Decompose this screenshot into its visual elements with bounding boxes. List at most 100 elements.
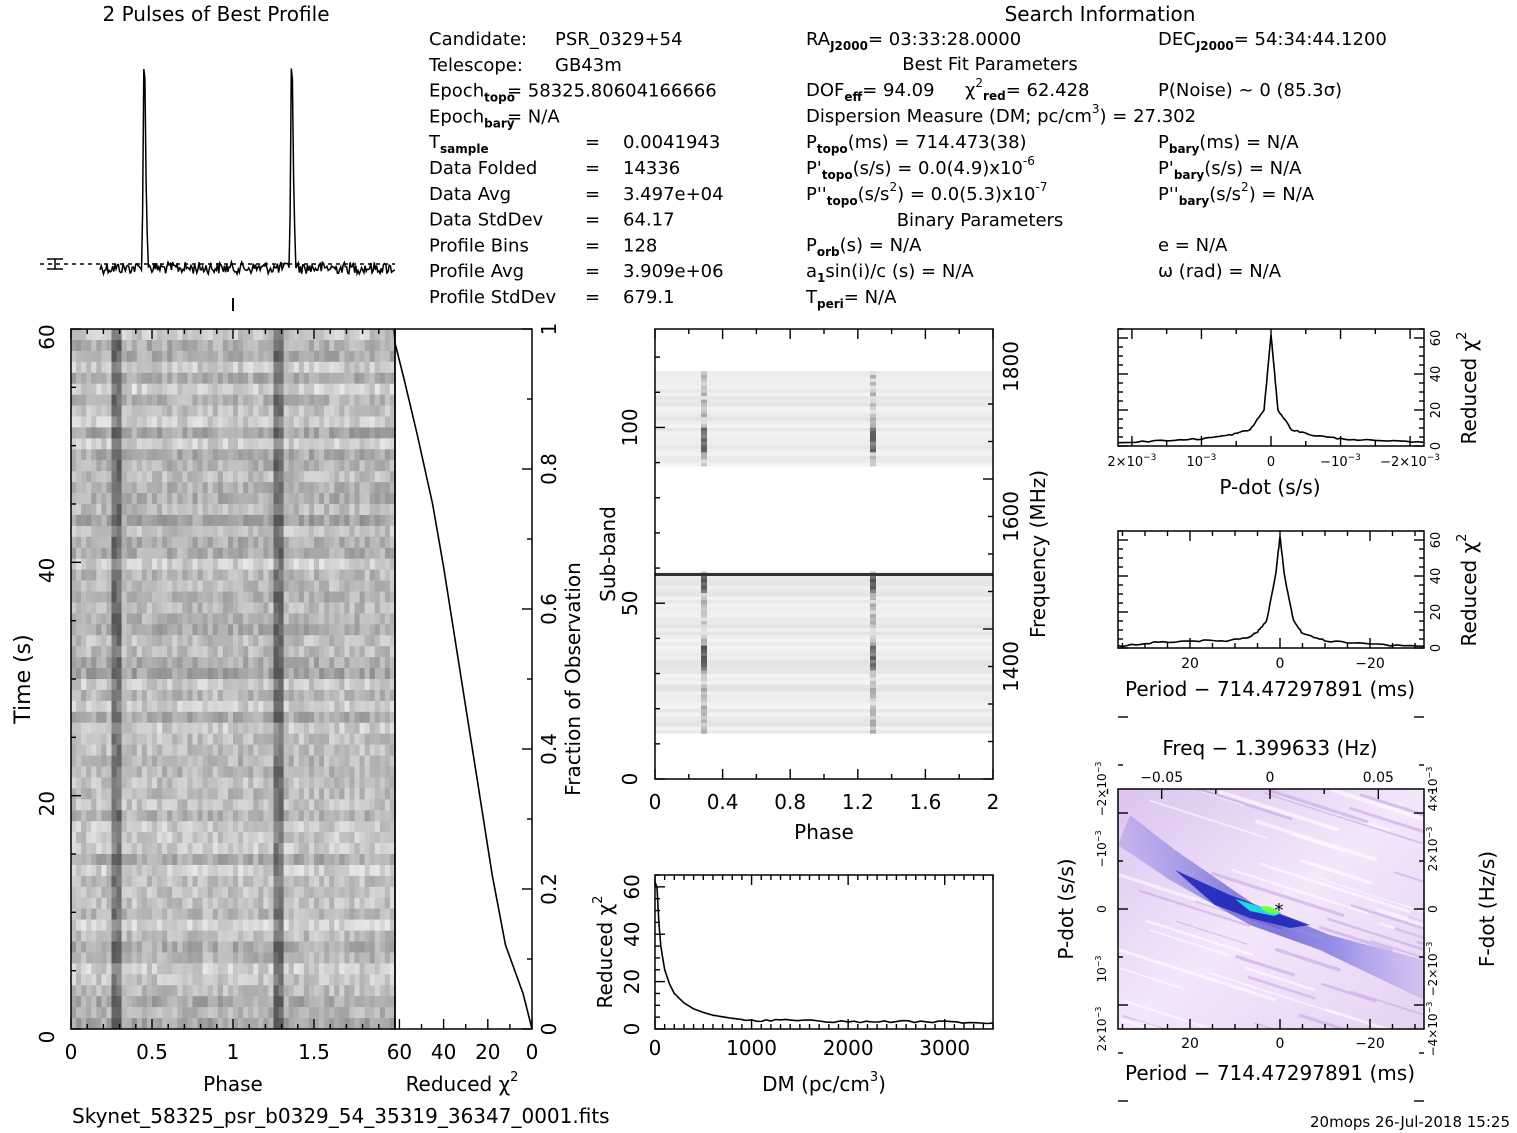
pdot-tick-0: 2×10−3 (1107, 453, 1156, 470)
phase-tick-0: 0 (65, 1040, 78, 1064)
pp-pdot-tick-3: −10−3 (1094, 830, 1109, 867)
pdot-x-label: P-dot (s/s) (1219, 475, 1320, 499)
redchi-tick-3: 0 (526, 1040, 539, 1064)
redchi-tick-0: 60 (387, 1040, 412, 1064)
ra-line: RAJ2000= 03:33:28.0000 (806, 29, 1021, 53)
profile-line (99, 68, 395, 277)
dm-y-label: Reduced χ2 (591, 896, 617, 1009)
fraction-tick-4: 0.8 (537, 453, 561, 485)
info-eq-6: = (585, 184, 600, 205)
ecc-line: e = N/A (1158, 235, 1228, 256)
info-eq-5: = (585, 158, 600, 179)
subband-tick-0: 0 (618, 773, 642, 786)
phase2-axis-label: Phase (794, 820, 854, 844)
info-eq-9: = (585, 261, 600, 282)
info-label-10: Profile StdDev (429, 287, 557, 308)
filename-label: Skynet_58325_psr_b0329_54_35319_36347_00… (72, 1104, 610, 1128)
pdbary-line: P'bary(s/s) = N/A (1158, 158, 1302, 182)
pp-period-tick-1: 0 (1276, 1036, 1285, 1052)
info-label-6: Data Avg (429, 184, 511, 205)
subband-tick-2: 100 (618, 408, 642, 446)
freq-top-tick-0: −0.05 (1140, 770, 1183, 786)
info-label-7: Data StdDev (429, 210, 544, 231)
redchi-tick-2: 20 (475, 1040, 500, 1064)
time-axis-label: Time (s) (11, 634, 36, 724)
info-eq-10: = (585, 287, 600, 308)
a1-line: a1sin(i)/c (s) = N/A (806, 261, 974, 285)
phase2-tick-5: 2 (987, 790, 1000, 814)
pp-period-tick-2: −20 (1355, 1036, 1385, 1052)
phase2-tick-3: 1.2 (842, 790, 874, 814)
fraction-tick-5: 1 (537, 323, 561, 336)
info-value-5: 14336 (623, 158, 680, 179)
info-value-0: PSR_0329+54 (555, 29, 683, 50)
period-chi-line (1117, 536, 1425, 648)
info-value-9: 3.909e+06 (623, 261, 724, 282)
phase2-tick-2: 0.8 (774, 790, 806, 814)
period-y-tick-0: 0 (1429, 644, 1444, 652)
fraction-tick-3: 0.6 (537, 593, 561, 625)
info-label-0: Candidate: (429, 29, 527, 50)
pddtopo-line: P''topo(s/s2) = 0.0(5.3)x10-7 (806, 180, 1047, 208)
info-value-2: = 58325.80604166666 (507, 81, 717, 102)
pdot-y-label: Reduced χ2 (1455, 332, 1481, 445)
dm-y-tick-1: 20 (620, 969, 644, 994)
period-panel: 20 0 −20 0 20 40 60 Period − 714.47297891 (ms)… (1117, 530, 1481, 701)
info-value-6: 3.497e+04 (623, 184, 724, 205)
info-label-5: Data Folded (429, 158, 537, 179)
dm-y-tick-3: 60 (620, 874, 644, 899)
period-y-tick-3: 60 (1429, 532, 1444, 549)
dm-tick-1: 1000 (726, 1036, 777, 1060)
freq-top-label: Freq − 1.399633 (Hz) (1162, 736, 1377, 760)
pdot-tick-4: −2×10−3 (1380, 453, 1440, 470)
pp-pdot-tick-2: 0 (1095, 905, 1109, 913)
pp-period-x-label: Period − 714.47297891 (ms) (1125, 1061, 1415, 1085)
pdot-y-tick-3: 60 (1429, 330, 1444, 347)
info-value-4: 0.0041943 (623, 132, 720, 153)
best-fit-star-icon: * (1275, 900, 1284, 921)
dec-line: DECJ2000= 54:34:44.1200 (1158, 29, 1387, 53)
subband-tick-1: 50 (618, 590, 642, 615)
phase2-tick-0: 0 (649, 790, 662, 814)
phase-tick-2: 1 (227, 1040, 240, 1064)
fraction-tick-2: 0.4 (537, 733, 561, 765)
info-eq-8: = (585, 235, 600, 256)
pdot-y-tick-1: 20 (1429, 402, 1444, 419)
ptopo-line: Ptopo(ms) = 714.473(38) (806, 132, 1027, 156)
period-x-label: Period − 714.47297891 (ms) (1125, 677, 1415, 701)
info-eq-4: = (585, 132, 600, 153)
time-tick-3: 60 (35, 324, 59, 349)
subband-panel: 0 0.4 0.8 1.2 1.6 2 0 50 100 1400 1600 1800 Sub-ban… (596, 328, 1050, 844)
pnoise-line: P(Noise) ~ 0 (85.3σ) (1158, 80, 1342, 101)
rfi-band-line (655, 573, 993, 576)
info-eq-7: = (585, 210, 600, 231)
phase-tick-1: 0.5 (136, 1040, 168, 1064)
pdot-tick-2: 0 (1267, 455, 1275, 470)
phase2-tick-1: 0.4 (707, 790, 739, 814)
phase-axis-label: Phase (203, 1072, 263, 1096)
dm-y-tick-2: 40 (620, 922, 644, 947)
phase2-tick-4: 1.6 (909, 790, 941, 814)
pp-pdot-tick-1: 10−3 (1094, 955, 1109, 982)
search-info-title: Search Information (1005, 2, 1196, 26)
info-value-1: GB43m (555, 55, 622, 76)
pdot-panel: 2×10−3 10−3 0 −10−3 −2×10−3 0 20 40 60 P-dot (s/… (1107, 328, 1481, 499)
info-value-7: 64.17 (623, 210, 675, 231)
info-label-3: Epochbary (429, 106, 515, 130)
pp-fdot-tick-1: −2×10−3 (1425, 942, 1440, 997)
pp-fdot-y-label: F-dot (Hz/s) (1475, 851, 1499, 967)
freq-top-tick-1: 0 (1266, 770, 1275, 786)
profile-title: 2 Pulses of Best Profile (103, 2, 330, 26)
pp-fdot-tick-3: 2×10−3 (1425, 827, 1440, 872)
time-tick-1: 20 (35, 791, 59, 816)
pp-pdot-y-label: P-dot (s/s) (1054, 858, 1078, 959)
cumulative-chi-line (393, 328, 533, 1030)
dm-tick-2: 2000 (823, 1036, 874, 1060)
pulse-profile-panel (40, 68, 395, 311)
binary-header: Binary Parameters (897, 210, 1064, 231)
pp-period-tick-0: 20 (1181, 1036, 1199, 1052)
info-label-4: Tsample (428, 132, 489, 156)
dm-chi-line (654, 881, 994, 1025)
dm-x-label: DM (pc/cm3) (762, 1070, 886, 1096)
